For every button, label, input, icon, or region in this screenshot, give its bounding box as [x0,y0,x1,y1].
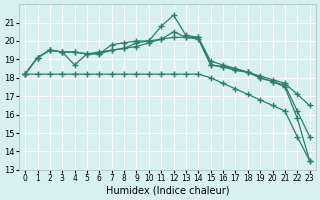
X-axis label: Humidex (Indice chaleur): Humidex (Indice chaleur) [106,186,229,196]
